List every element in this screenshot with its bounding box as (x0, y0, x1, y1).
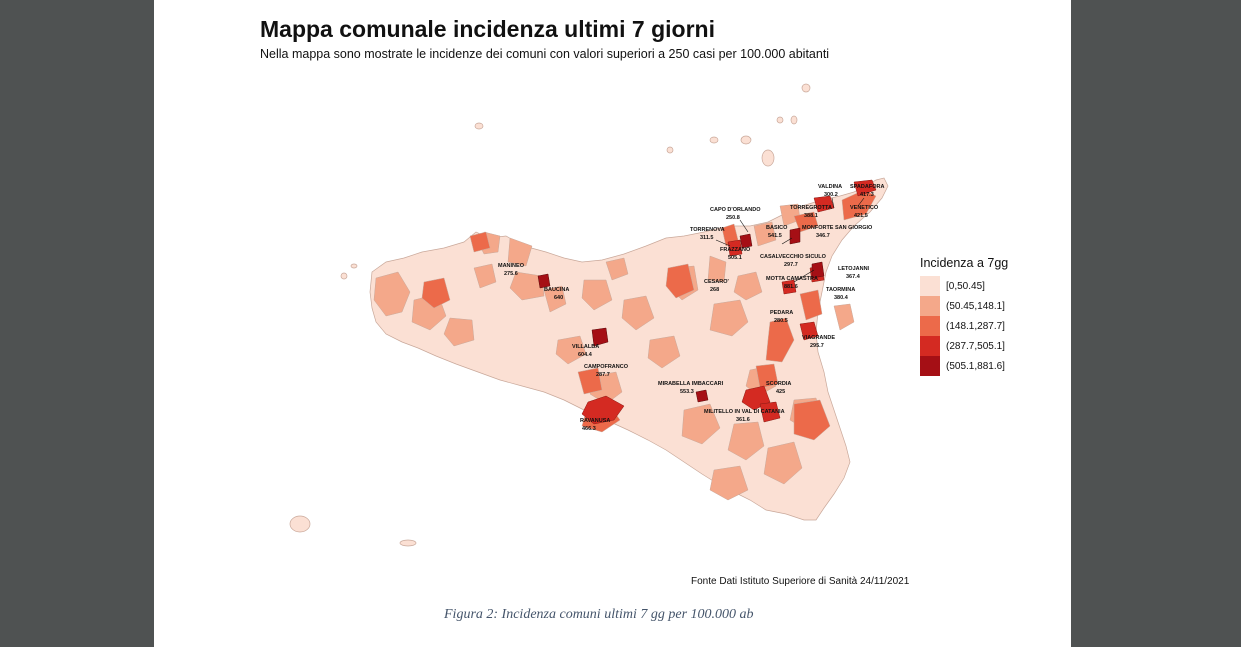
label-name: VIAGRANDE (802, 335, 835, 341)
label-name: VENETICO (850, 205, 879, 211)
label-name: TORREGROTTA (790, 205, 832, 211)
label-value: 311.5 (700, 235, 713, 241)
legend-item: [0,50.45] (920, 276, 1008, 296)
label-value: 604.4 (578, 352, 593, 358)
label-name: CAMPOFRANCO (584, 364, 629, 370)
label-value: 300.2 (824, 192, 838, 198)
legend-label: [0,50.45] (946, 280, 985, 292)
label-name: LETOJANNI (838, 266, 870, 272)
label-value: 505.1 (728, 255, 742, 261)
label-value: 466.3 (582, 426, 596, 432)
label-value: 346.7 (816, 233, 830, 239)
label-name: SCORDIA (766, 381, 791, 387)
label-name: CAPO D'ORLANDO (710, 207, 761, 213)
label-value: 295.7 (810, 343, 824, 349)
label-value: 250.8 (726, 215, 740, 221)
label-leader-lines (715, 197, 865, 283)
label-value: 421.5 (854, 213, 868, 219)
figure-caption: Figura 2: Incidenza comuni ultimi 7 gg p… (444, 607, 754, 622)
label-value: 275.6 (504, 271, 518, 277)
label-value: 367.4 (846, 274, 861, 280)
label-name: MILITELLO IN VAL DI CATANIA (704, 409, 785, 415)
label-name: MIRABELLA IMBACCARI (658, 381, 724, 387)
legend-item: (148.1,287.7] (920, 316, 1008, 336)
legend-item: (287.7,505.1] (920, 336, 1008, 356)
label-name: TAORMINA (826, 287, 855, 293)
municipality-labels: VALDINA 300.2 SPADAFORA 417.3 TORREGROTT… (498, 184, 884, 432)
label-value: 268 (710, 287, 719, 293)
legend-swatch (920, 336, 940, 356)
legend-swatch (920, 316, 940, 336)
label-name: PEDARA (770, 310, 793, 316)
data-source: Fonte Dati Istituto Superiore di Sanità … (691, 576, 910, 587)
label-value: 380.4 (834, 295, 849, 301)
legend-item: (50.45,148.1] (920, 296, 1008, 316)
label-name: MONFORTE SAN GIORGIO (802, 225, 873, 231)
label-value: 425 (776, 389, 785, 395)
label-name: BASICO (766, 225, 788, 231)
label-value: 388.1 (804, 213, 818, 219)
label-value: 287.7 (596, 372, 610, 378)
legend-label: (505.1,881.6] (946, 360, 1005, 372)
map-legend: Incidenza a 7gg [0,50.45] (50.45,148.1] … (920, 256, 1008, 376)
legend-swatch (920, 276, 940, 296)
label-name: SPADAFORA (850, 184, 884, 190)
label-name: MANINEO (498, 263, 525, 269)
label-value: 361.6 (736, 417, 750, 423)
label-name: BAUCINA (544, 287, 569, 293)
minor-islands (289, 83, 811, 547)
label-value: 541.5 (768, 233, 782, 239)
legend-label: (50.45,148.1] (946, 300, 1005, 312)
legend-swatch (920, 356, 940, 376)
label-name: VILLALBA (572, 344, 599, 350)
label-name: CESARO' (704, 279, 730, 285)
label-value: 640 (554, 295, 563, 301)
document-page: Mappa comunale incidenza ultimi 7 giorni… (154, 0, 1071, 647)
legend-title: Incidenza a 7gg (920, 256, 1009, 270)
label-value: 553.3 (680, 389, 694, 395)
label-name: MOTTA CAMASTRA (766, 276, 818, 282)
map-title: Mappa comunale incidenza ultimi 7 giorni (260, 16, 715, 42)
label-name: CASALVECCHIO SICULO (760, 254, 827, 260)
label-name: TORRENOVA (690, 227, 725, 233)
map-subtitle: Nella mappa sono mostrate le incidenze d… (260, 47, 830, 61)
label-name: RAVANUSA (580, 418, 610, 424)
label-name: FRAZZANO (720, 247, 751, 253)
label-name: VALDINA (818, 184, 842, 190)
legend-item: (505.1,881.6] (920, 356, 1008, 376)
sicily-incidence-map: VALDINA 300.2 SPADAFORA 417.3 TORREGROTT… (289, 83, 889, 547)
label-value: 280.5 (774, 318, 788, 324)
legend-label: (148.1,287.7] (946, 320, 1005, 332)
label-value: 881.6 (784, 284, 798, 290)
label-value: 297.7 (784, 262, 798, 268)
legend-swatch (920, 296, 940, 316)
legend-label: (287.7,505.1] (946, 340, 1005, 352)
label-value: 417.3 (860, 192, 874, 198)
